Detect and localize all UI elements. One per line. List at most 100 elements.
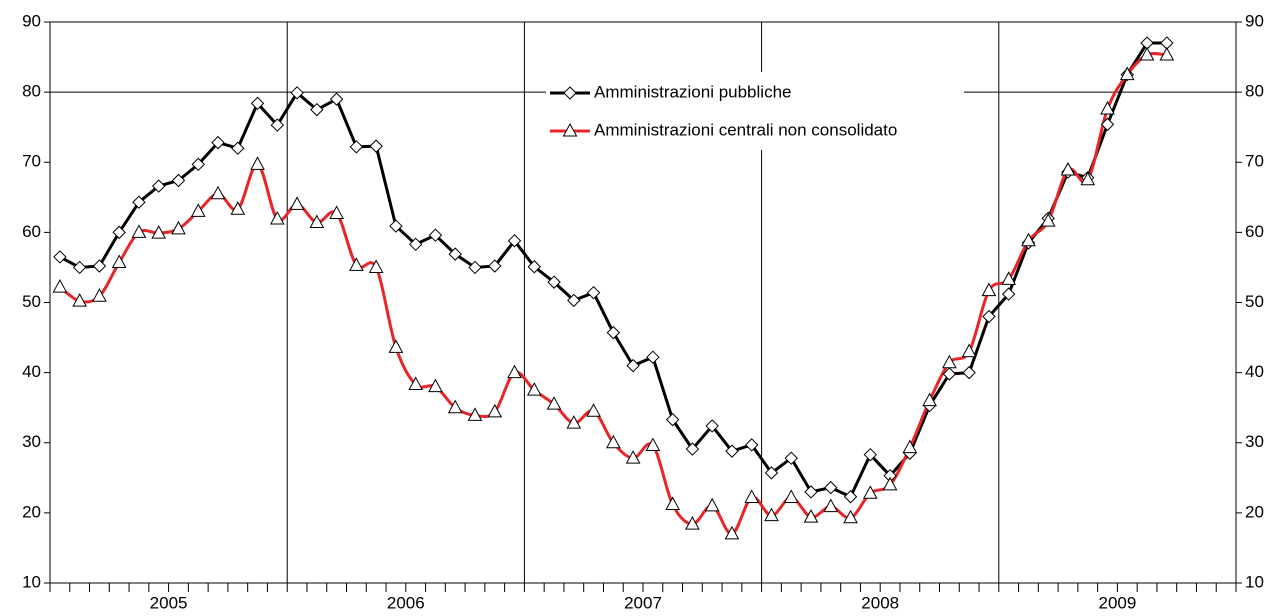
marker-diamond — [606, 325, 621, 340]
marker-diamond — [527, 260, 541, 274]
marker-triangle — [744, 489, 760, 503]
marker-triangle — [606, 434, 621, 449]
marker-triangle — [586, 403, 601, 417]
marker-triangle — [942, 354, 957, 369]
marker-triangle — [388, 339, 404, 353]
marker-triangle — [685, 516, 700, 530]
marker-diamond — [725, 444, 739, 458]
marker-triangle — [783, 489, 799, 503]
marker-diamond — [586, 285, 601, 300]
marker-diamond — [132, 195, 146, 209]
marker-triangle — [902, 439, 918, 454]
y-tick-label: 30 — [22, 432, 41, 451]
x-tick-label: 2008 — [861, 593, 899, 612]
y2-tick-label: 10 — [1245, 572, 1264, 591]
marker-triangle — [467, 407, 483, 421]
marker-diamond — [349, 140, 364, 154]
marker-diamond — [626, 358, 640, 373]
marker-triangle — [704, 497, 720, 512]
marker-triangle — [210, 185, 226, 200]
marker-diamond — [705, 419, 719, 433]
marker-diamond — [507, 234, 522, 248]
marker-diamond — [1100, 117, 1115, 132]
marker-diamond — [567, 293, 581, 308]
y-tick-label: 70 — [22, 152, 41, 171]
marker-diamond — [863, 447, 878, 462]
y2-tick-label: 40 — [1245, 362, 1264, 381]
y-tick-label: 60 — [22, 222, 41, 241]
marker-triangle — [981, 282, 997, 297]
marker-triangle — [52, 279, 68, 293]
marker-triangle — [72, 293, 87, 307]
x-tick-label: 2007 — [624, 593, 662, 612]
marker-triangle — [823, 498, 839, 513]
marker-triangle — [92, 288, 107, 302]
y2-tick-label: 90 — [1245, 11, 1264, 30]
marker-triangle — [1139, 46, 1155, 61]
legend-label: Amministrazioni pubbliche — [594, 82, 791, 101]
y-tick-label: 20 — [22, 502, 41, 521]
marker-diamond — [764, 466, 779, 480]
marker-triangle — [724, 525, 740, 540]
marker-triangle — [1001, 271, 1017, 285]
marker-triangle — [1021, 232, 1036, 247]
marker-diamond — [389, 219, 403, 233]
marker-diamond — [152, 179, 166, 193]
marker-triangle — [447, 399, 463, 414]
marker-triangle — [566, 415, 582, 429]
marker-triangle — [1100, 100, 1115, 115]
marker-diamond — [231, 141, 245, 155]
marker-diamond — [290, 86, 304, 100]
x-tick-label: 2009 — [1098, 593, 1136, 612]
marker-triangle — [625, 450, 641, 464]
marker-triangle — [368, 259, 384, 273]
marker-triangle — [882, 476, 898, 491]
marker-diamond — [824, 480, 838, 495]
marker-diamond — [72, 260, 87, 275]
marker-triangle — [309, 214, 325, 229]
marker-triangle — [562, 122, 578, 137]
marker-diamond — [428, 228, 443, 242]
marker-diamond — [329, 92, 344, 106]
marker-diamond — [171, 173, 186, 188]
y2-tick-label: 80 — [1245, 82, 1264, 101]
x-tick-label: 2005 — [150, 593, 188, 612]
y-tick-label: 10 — [22, 572, 41, 591]
marker-diamond — [982, 309, 996, 324]
marker-diamond — [685, 442, 700, 456]
marker-triangle — [428, 378, 443, 393]
marker-diamond — [250, 96, 265, 111]
marker-diamond — [547, 275, 561, 289]
marker-triangle — [1060, 161, 1076, 176]
marker-diamond — [646, 350, 660, 364]
marker-diamond — [448, 247, 462, 261]
marker-triangle — [190, 203, 206, 217]
marker-diamond — [563, 86, 577, 100]
marker-triangle — [408, 376, 424, 391]
x-tick-label: 2006 — [387, 593, 425, 612]
marker-triangle — [329, 205, 344, 219]
marker-diamond — [784, 451, 798, 465]
marker-triangle — [922, 392, 937, 407]
y2-tick-label: 70 — [1245, 152, 1264, 171]
y-tick-label: 90 — [22, 11, 41, 30]
marker-diamond — [804, 485, 818, 499]
marker-diamond — [1001, 287, 1016, 301]
marker-diamond — [962, 365, 976, 380]
marker-diamond — [310, 102, 324, 117]
marker-diamond — [92, 259, 107, 273]
marker-triangle — [151, 225, 167, 239]
marker-triangle — [665, 496, 680, 510]
marker-diamond — [270, 118, 285, 132]
marker-diamond — [53, 250, 67, 264]
marker-diamond — [408, 237, 423, 252]
marker-triangle — [546, 396, 562, 410]
y2-tick-label: 50 — [1245, 292, 1264, 311]
legend-label: Amministrazioni centrali non consolidato — [594, 120, 897, 139]
marker-diamond — [665, 412, 680, 427]
marker-triangle — [349, 257, 364, 271]
marker-diamond — [191, 157, 205, 172]
y2-tick-label: 60 — [1245, 222, 1264, 241]
y2-tick-label: 30 — [1245, 432, 1264, 451]
